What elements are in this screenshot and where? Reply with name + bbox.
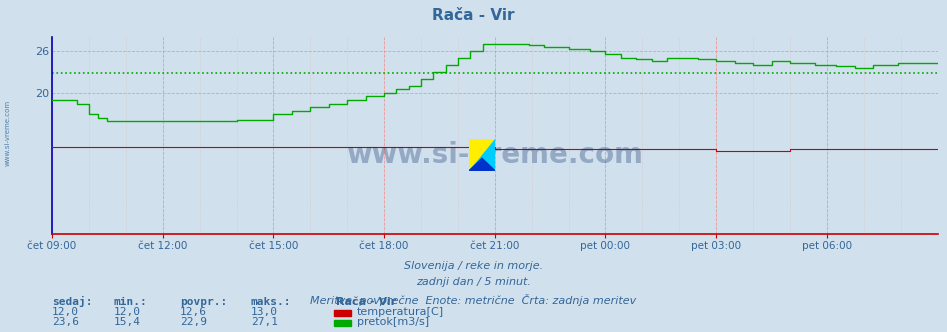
Polygon shape (469, 139, 495, 171)
Text: povpr.:: povpr.: (180, 297, 227, 307)
Text: www.si-vreme.com: www.si-vreme.com (5, 100, 10, 166)
Polygon shape (469, 139, 495, 171)
Text: Slovenija / reke in morje.: Slovenija / reke in morje. (404, 261, 543, 271)
Text: pretok[m3/s]: pretok[m3/s] (357, 317, 429, 327)
Text: 27,1: 27,1 (251, 317, 278, 327)
Text: min.:: min.: (114, 297, 148, 307)
Text: 12,0: 12,0 (52, 307, 80, 317)
Text: 13,0: 13,0 (251, 307, 278, 317)
Text: Rača - Vir: Rača - Vir (432, 8, 515, 23)
Polygon shape (469, 158, 495, 171)
Text: 12,6: 12,6 (180, 307, 207, 317)
Text: www.si-vreme.com: www.si-vreme.com (347, 141, 643, 169)
Text: 15,4: 15,4 (114, 317, 141, 327)
Text: sedaj:: sedaj: (52, 296, 93, 307)
Text: 23,6: 23,6 (52, 317, 80, 327)
Text: Meritve: povprečne  Enote: metrične  Črta: zadnja meritev: Meritve: povprečne Enote: metrične Črta:… (311, 294, 636, 306)
Text: 12,0: 12,0 (114, 307, 141, 317)
Text: zadnji dan / 5 minut.: zadnji dan / 5 minut. (416, 277, 531, 287)
Text: Rača - Vir: Rača - Vir (336, 297, 396, 307)
Text: temperatura[C]: temperatura[C] (357, 307, 444, 317)
Text: maks.:: maks.: (251, 297, 292, 307)
Text: 22,9: 22,9 (180, 317, 207, 327)
